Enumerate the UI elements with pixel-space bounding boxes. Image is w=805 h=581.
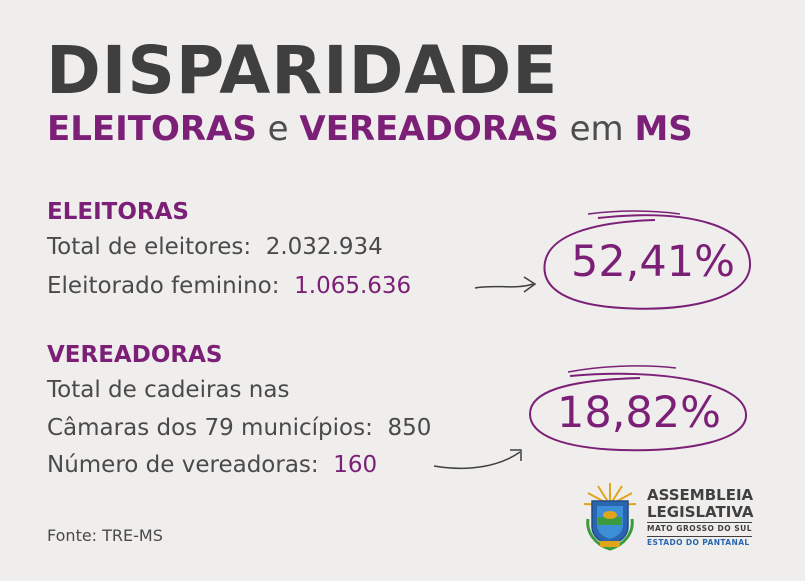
- vereadoras-heading: VEREADORAS: [47, 342, 223, 368]
- coat-of-arms-icon: [583, 483, 637, 551]
- eleitorado-feminino-value: 1.065.636: [294, 273, 412, 299]
- source-note: Fonte: TRE-MS: [47, 526, 163, 545]
- cadeiras-line1: Total de cadeiras nas: [47, 377, 290, 403]
- eleitorado-feminino-label: Eleitorado feminino:: [47, 273, 280, 299]
- percent-circle-eleitoras: [543, 214, 752, 310]
- total-eleitores-row: Total de eleitores: 2.032.934: [47, 236, 383, 259]
- logo-divider: [647, 522, 752, 523]
- logo-line-4: ESTADO DO PANTANAL: [647, 538, 750, 547]
- eleitorado-feminino-row: Eleitorado feminino: 1.065.636: [47, 275, 411, 298]
- logo-line-2: LEGISLATIVA: [647, 503, 754, 521]
- total-eleitores-value: 2.032.934: [265, 234, 383, 260]
- numero-vereadoras-value: 160: [333, 452, 378, 478]
- subtitle-conjunction: e: [267, 109, 289, 149]
- arrow-eleitoras: [474, 283, 534, 289]
- page-subtitle: ELEITORAS e VEREADORAS em MS: [47, 112, 693, 146]
- arrow-vereadoras: [433, 451, 521, 470]
- percent-eleitoras: 52,41%: [571, 237, 735, 287]
- logo-divider-2: [647, 536, 752, 537]
- subtitle-preposition: em: [569, 109, 624, 149]
- subtitle-eleitoras: ELEITORAS: [47, 109, 257, 149]
- numero-vereadoras-label: Número de vereadoras:: [47, 452, 319, 478]
- logo-line-1: ASSEMBLEIA: [647, 486, 754, 504]
- page-title: DISPARIDADE: [46, 32, 559, 109]
- percent-vereadoras: 18,82%: [557, 388, 721, 438]
- cadeiras-label: Câmaras dos 79 municípios:: [47, 415, 373, 441]
- coat-of-arms-logo: [580, 479, 640, 551]
- percent-circle-vereadoras: [528, 372, 748, 452]
- subtitle-state: MS: [634, 109, 693, 149]
- cadeiras-value: 850: [387, 415, 432, 441]
- cadeiras-row: Câmaras dos 79 municípios: 850: [47, 417, 431, 440]
- logo-line-3: MATO GROSSO DO SUL: [647, 524, 753, 533]
- total-eleitores-label: Total de eleitores:: [47, 234, 252, 260]
- subtitle-vereadoras: VEREADORAS: [299, 109, 559, 149]
- eleitoras-heading: ELEITORAS: [47, 199, 189, 225]
- numero-vereadoras-row: Número de vereadoras: 160: [47, 454, 377, 477]
